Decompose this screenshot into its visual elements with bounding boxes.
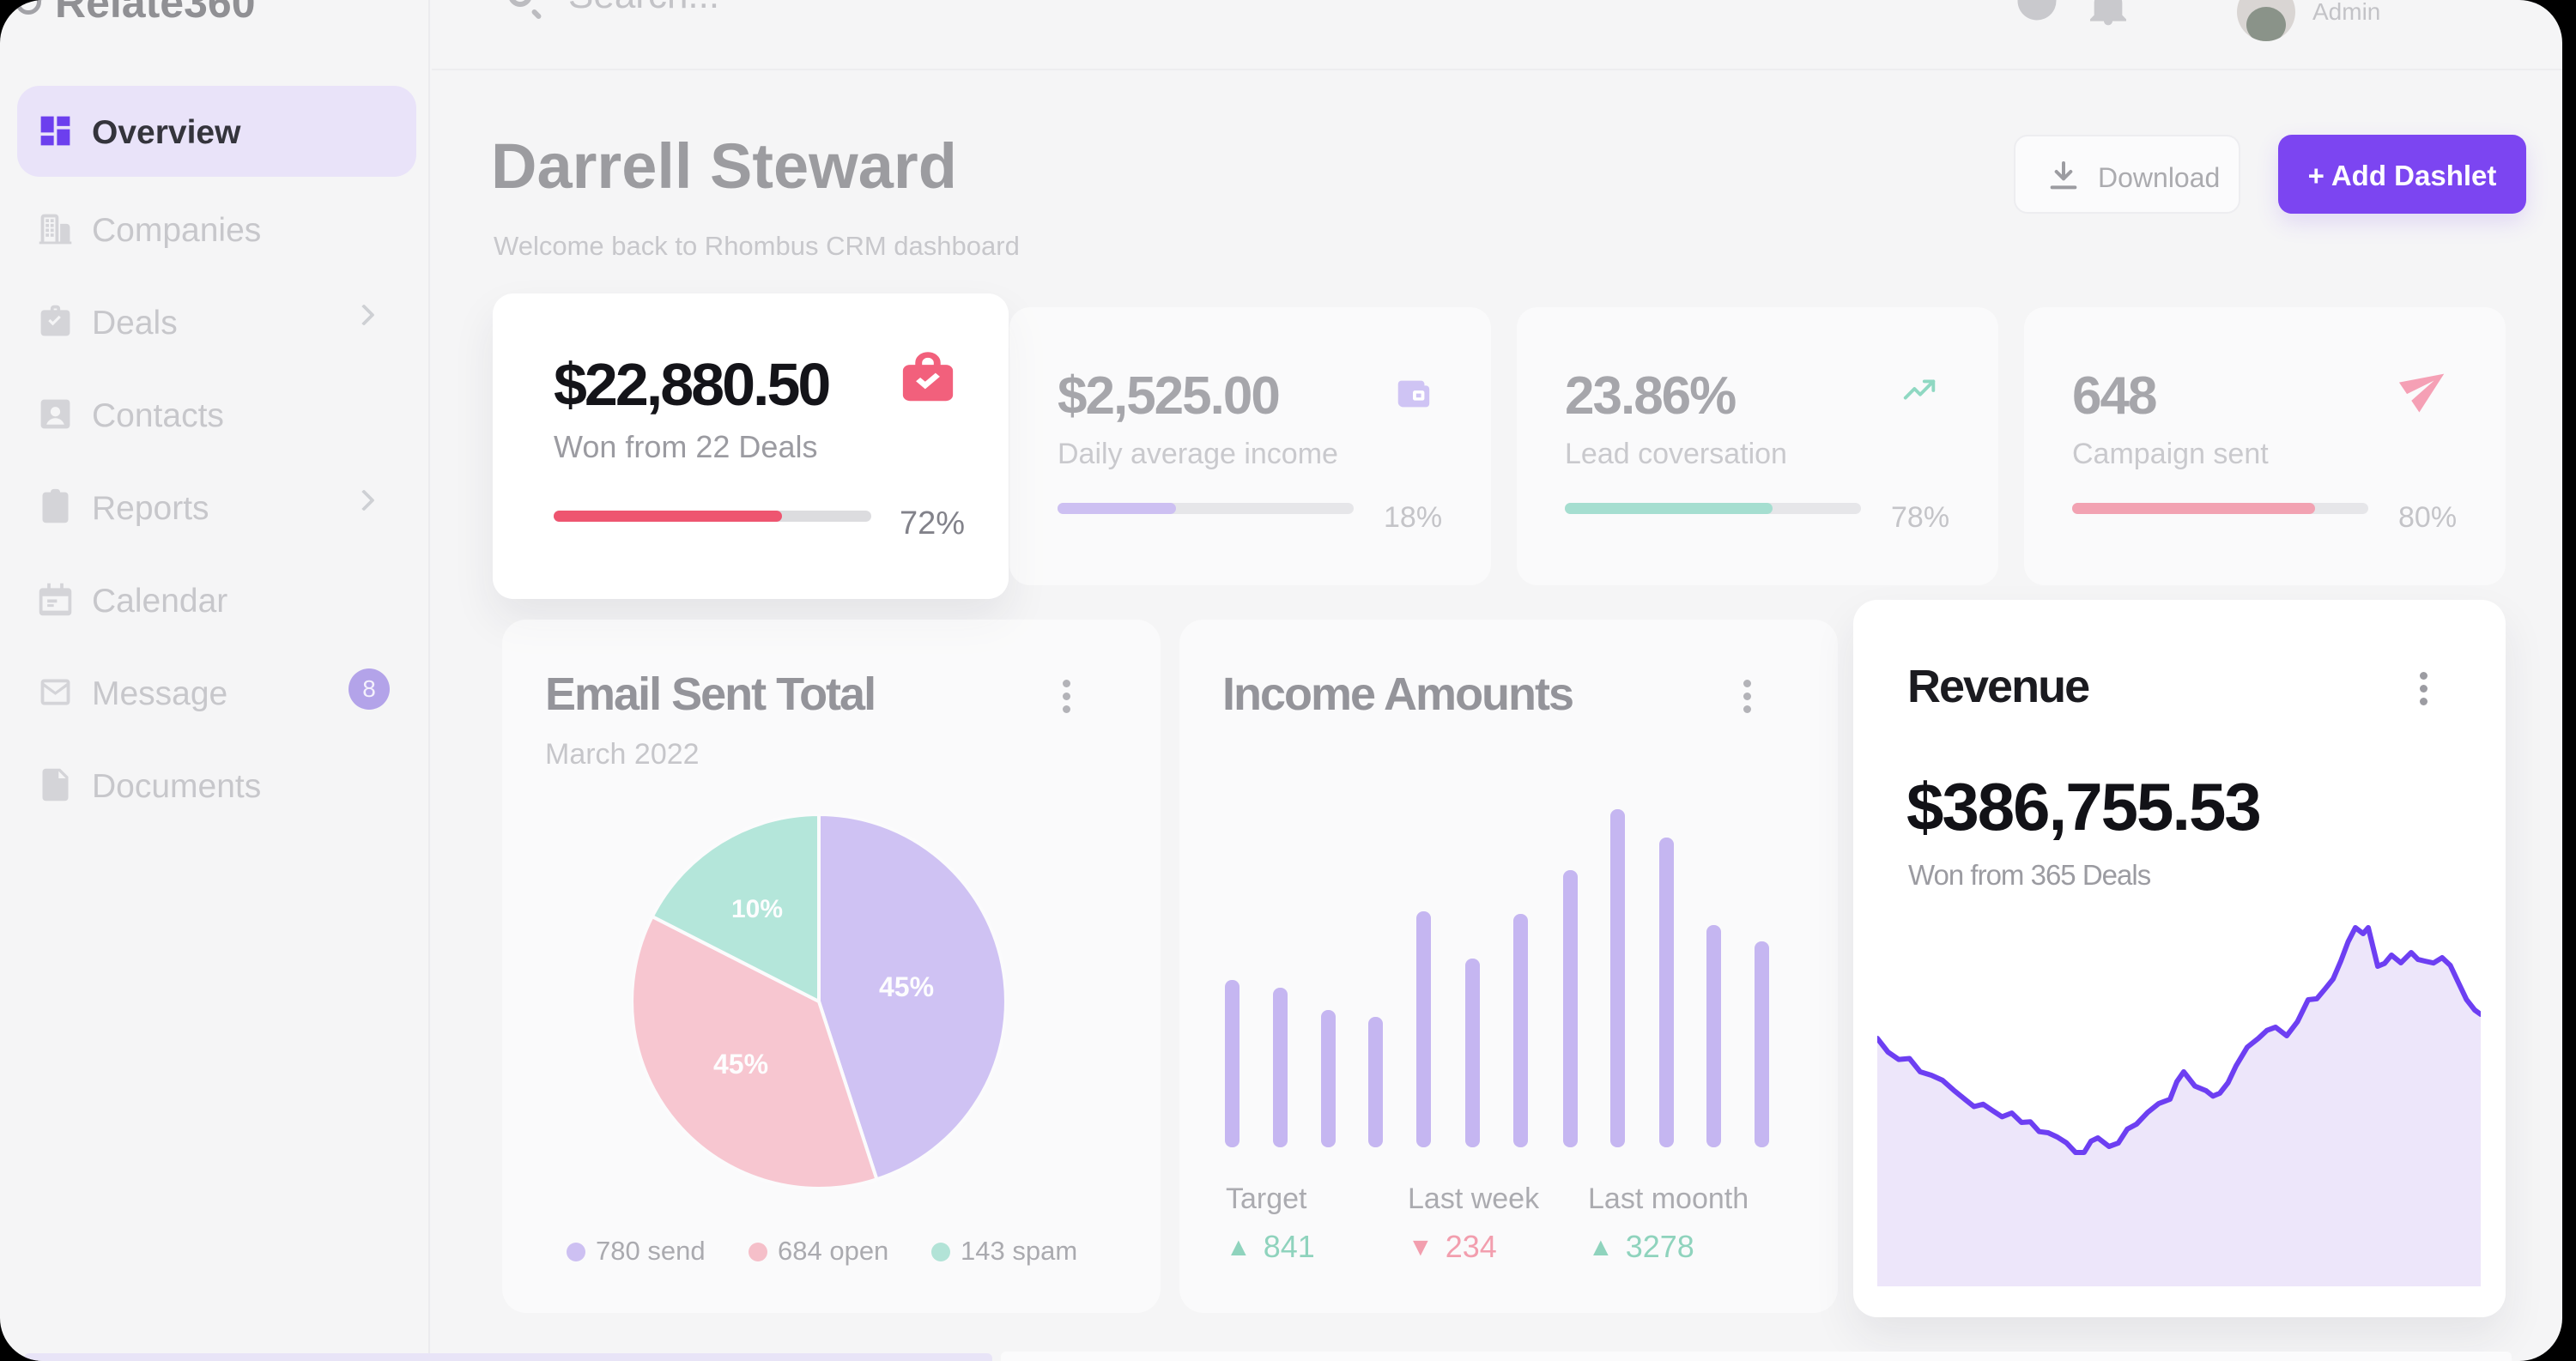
svg-text:45%: 45% [713, 1049, 768, 1080]
svg-text:45%: 45% [879, 971, 934, 1002]
svg-text:10%: 10% [731, 895, 783, 923]
